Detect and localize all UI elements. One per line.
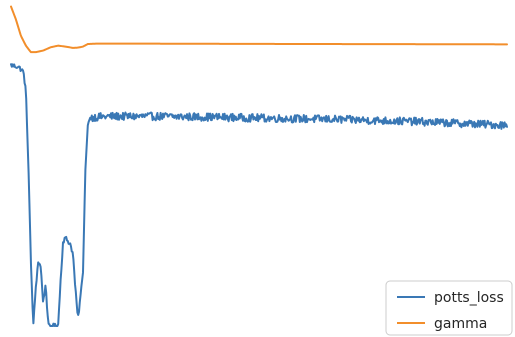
series-line-potts-loss: [10, 63, 508, 327]
legend-label-gamma: gamma: [434, 316, 487, 332]
series-line-gamma: [10, 5, 508, 54]
plot-lines: [10, 5, 508, 327]
legend-label-potts-loss: potts_loss: [434, 290, 504, 306]
legend-frame: [385, 280, 513, 336]
legend: potts_loss gamma: [385, 280, 513, 336]
